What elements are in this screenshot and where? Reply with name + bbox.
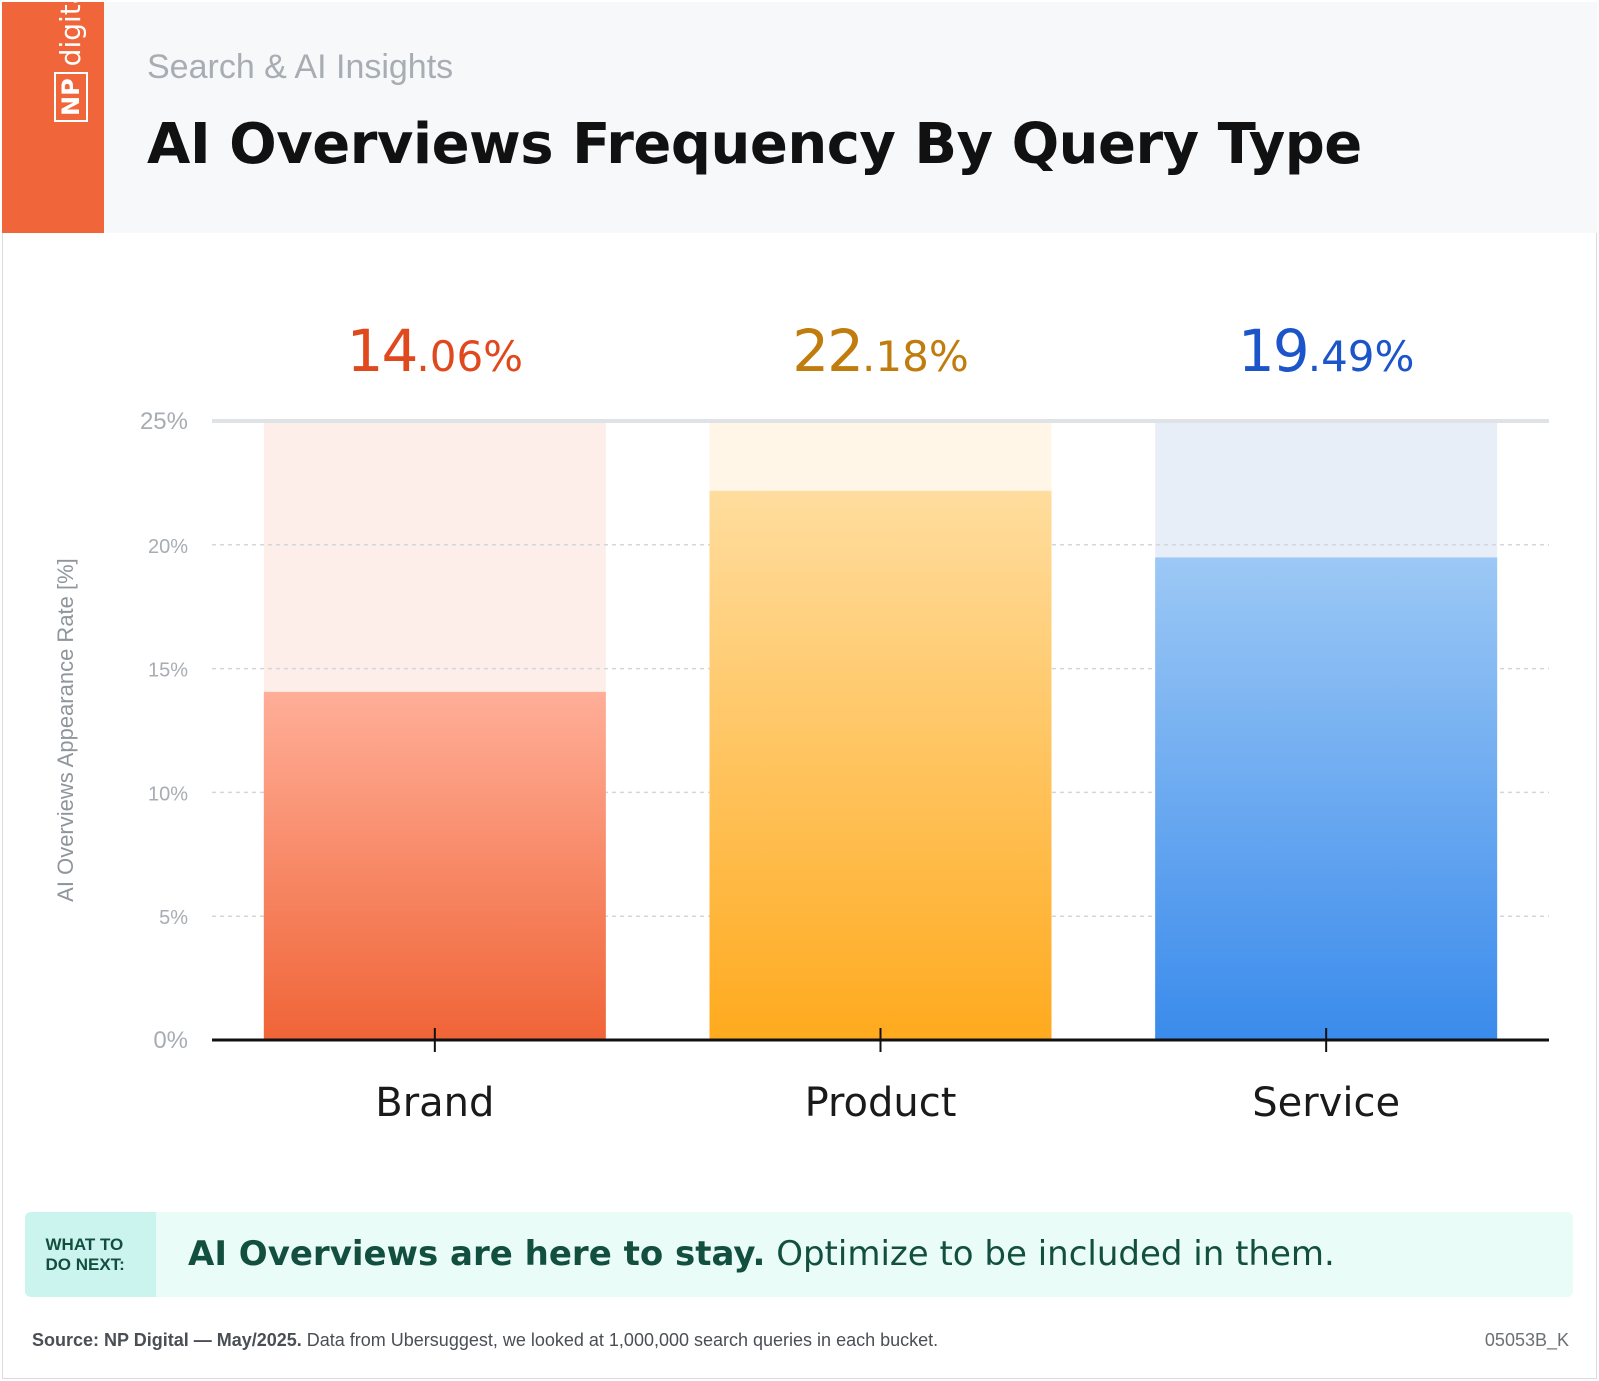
np-digital-logo: NP digital (2, 0, 104, 233)
bar-product (709, 490, 1052, 1040)
header (2, 2, 1597, 233)
figure-code: 05053B_K (1484, 1330, 1569, 1350)
callout-tag-label: WHAT TO DO NEXT: (45, 1234, 125, 1274)
bar-service (1155, 557, 1498, 1040)
y-axis-title: AI Overviews Appearance Rate [%] (53, 558, 78, 902)
data-label-service: 19.49% (1238, 317, 1415, 385)
x-tick-label-brand: Brand (375, 1080, 494, 1126)
callout-text: AI Overviews are here to stay. Optimize … (188, 1234, 1335, 1274)
source-rest: Data from Ubersuggest, we looked at 1,00… (301, 1330, 939, 1350)
x-tick-label-service: Service (1252, 1080, 1400, 1126)
bar-brand (263, 691, 606, 1040)
y-tick-label: 25% (140, 408, 188, 435)
source-note: Source: NP Digital — May/2025. Data from… (32, 1330, 938, 1351)
data-label-brand: 14.06% (347, 317, 524, 385)
source-bold: Source: NP Digital — May/2025. (32, 1330, 302, 1350)
callout-rest: Optimize to be included in them. (765, 1234, 1335, 1274)
y-tick-label: 10% (148, 783, 188, 805)
y-tick-label: 0% (153, 1027, 188, 1054)
callout-tag: WHAT TO DO NEXT: (25, 1212, 156, 1297)
page-title: AI Overviews Frequency By Query Type (147, 112, 1362, 177)
x-tick-label-product: Product (805, 1080, 957, 1126)
data-label-product: 22.18% (792, 317, 969, 385)
y-tick-label: 5% (159, 907, 188, 929)
y-tick-label: 15% (148, 660, 188, 682)
callout-bold: AI Overviews are here to stay. (188, 1234, 766, 1274)
header-kicker: Search & AI Insights (147, 48, 454, 86)
y-tick-label: 20% (148, 536, 188, 558)
what-to-do-next-callout: WHAT TO DO NEXT: AI Overviews are here t… (25, 1212, 1573, 1297)
